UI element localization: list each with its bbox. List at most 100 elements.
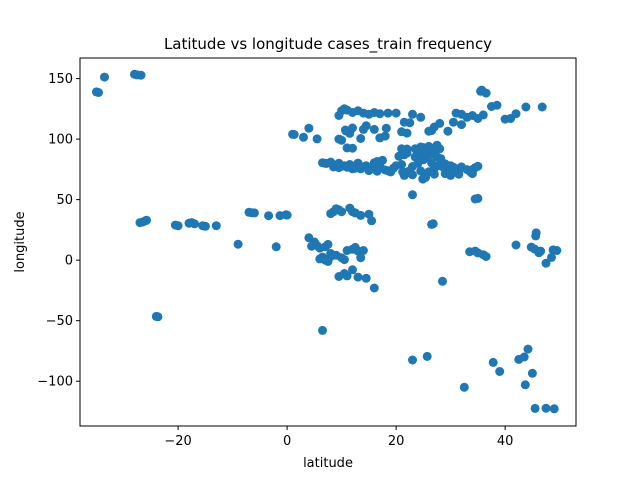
data-point: [334, 158, 344, 168]
data-point: [427, 149, 437, 159]
data-point: [369, 283, 379, 293]
data-point: [398, 167, 408, 177]
data-point: [369, 124, 379, 134]
data-point: [323, 239, 333, 249]
data-point: [348, 123, 357, 133]
data-point: [375, 109, 385, 119]
data-point: [536, 246, 546, 256]
y-axis-ticks: −100 −50 0 50 100 150: [37, 72, 80, 390]
data-point: [422, 351, 432, 361]
data-point: [173, 221, 183, 231]
data-point: [372, 166, 382, 176]
y-tick-label: −100: [37, 375, 73, 390]
data-point: [348, 265, 357, 275]
data-point: [459, 382, 469, 392]
data-point: [435, 118, 445, 128]
data-point: [416, 142, 426, 152]
data-point: [405, 118, 415, 128]
data-point: [142, 215, 151, 225]
data-points: [91, 69, 562, 414]
data-point: [541, 403, 551, 413]
data-point: [416, 166, 426, 176]
data-point: [318, 325, 327, 335]
data-point: [408, 190, 417, 200]
data-point: [421, 172, 431, 182]
data-point: [337, 207, 347, 217]
data-point: [446, 170, 456, 180]
data-point: [547, 252, 556, 262]
data-point: [299, 132, 308, 142]
data-point: [378, 155, 387, 165]
x-tick-label: 40: [497, 434, 514, 449]
data-point: [334, 134, 344, 144]
data-point: [340, 125, 350, 135]
data-point: [408, 355, 417, 365]
data-point: [153, 312, 163, 322]
x-tick-label: 0: [283, 434, 291, 449]
data-point: [397, 144, 407, 154]
y-axis-label: longitude: [13, 211, 28, 272]
data-point: [397, 160, 407, 169]
y-tick-label: 100: [48, 133, 73, 148]
data-point: [541, 258, 551, 268]
data-point: [457, 120, 466, 130]
data-point: [348, 143, 357, 153]
data-point: [353, 272, 363, 282]
data-point: [348, 164, 357, 174]
data-point: [428, 219, 438, 229]
data-point: [527, 368, 537, 378]
data-point: [94, 88, 103, 97]
data-point: [339, 255, 349, 265]
data-point: [523, 344, 533, 354]
data-point: [492, 100, 502, 110]
data-point: [467, 169, 477, 179]
data-point: [358, 246, 368, 255]
data-point: [470, 246, 480, 256]
data-point: [282, 210, 292, 220]
data-point: [356, 210, 366, 220]
data-point: [321, 158, 331, 168]
data-point: [478, 110, 488, 120]
data-point: [519, 352, 529, 362]
data-point: [200, 221, 210, 231]
data-point: [361, 121, 371, 131]
data-point: [397, 127, 407, 137]
chart-title: Latitude vs longitude cases_train freque…: [164, 35, 492, 54]
data-point: [312, 134, 322, 144]
y-tick-label: 50: [56, 193, 73, 208]
data-point: [521, 102, 531, 112]
data-point: [304, 123, 314, 133]
data-point: [488, 357, 498, 367]
data-point: [271, 242, 281, 252]
data-point: [511, 109, 521, 119]
y-tick-label: 150: [48, 72, 73, 87]
data-point: [367, 216, 377, 226]
data-point: [289, 130, 299, 139]
x-axis-ticks: −20 0 20 40: [164, 426, 513, 449]
data-point: [391, 108, 401, 118]
data-point: [361, 273, 371, 283]
x-tick-label: 20: [388, 434, 405, 449]
data-point: [408, 109, 417, 119]
data-point: [473, 161, 483, 171]
data-point: [520, 380, 530, 390]
data-point: [383, 108, 393, 118]
x-tick-label: −20: [164, 434, 191, 449]
data-point: [416, 112, 426, 122]
data-point: [531, 228, 541, 238]
data-point: [375, 133, 385, 143]
data-point: [211, 221, 221, 231]
x-axis-label: latitude: [303, 456, 353, 471]
data-point: [100, 72, 109, 82]
y-tick-label: −50: [46, 314, 73, 329]
data-point: [244, 207, 254, 217]
data-point: [511, 240, 521, 250]
data-point: [481, 88, 491, 98]
data-point: [443, 126, 453, 136]
data-point: [381, 123, 391, 133]
data-point: [473, 193, 483, 203]
y-tick-label: 0: [65, 254, 73, 269]
data-point: [495, 367, 505, 376]
data-point: [438, 276, 447, 286]
